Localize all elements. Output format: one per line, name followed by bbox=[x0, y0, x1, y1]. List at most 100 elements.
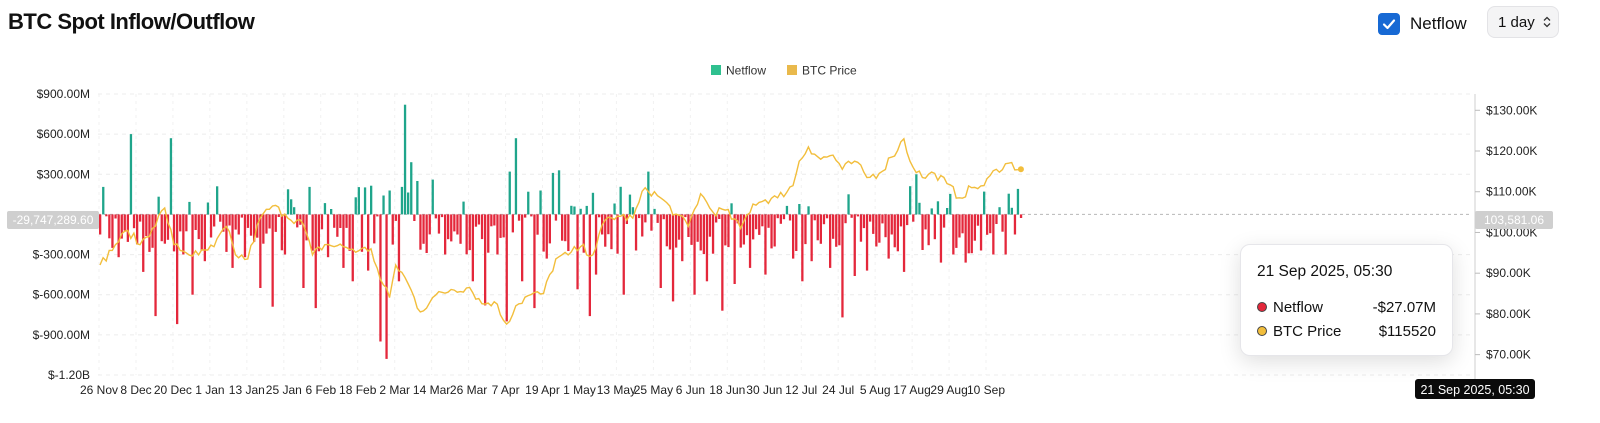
netflow-bar bbox=[154, 214, 157, 317]
netflow-bar bbox=[816, 214, 819, 241]
netflow-bar bbox=[838, 214, 841, 246]
netflow-bar bbox=[357, 187, 360, 215]
x-tick-label: 14 Mar bbox=[413, 383, 450, 397]
netflow-bar bbox=[801, 214, 804, 282]
netflow-bar bbox=[983, 191, 986, 215]
netflow-bar bbox=[400, 186, 404, 215]
netflow-bar bbox=[477, 214, 481, 225]
netflow-bar bbox=[311, 214, 314, 251]
netflow-bar bbox=[579, 208, 582, 215]
netflow-bar bbox=[453, 214, 456, 232]
tooltip-netflow-label: Netflow bbox=[1273, 298, 1324, 316]
netflow-bar bbox=[373, 214, 376, 244]
netflow-bar bbox=[755, 214, 758, 230]
x-tick-label: 1 May bbox=[563, 383, 596, 397]
netflow-bar bbox=[607, 214, 610, 235]
page-title: BTC Spot Inflow/Outflow bbox=[8, 9, 255, 34]
netflow-bar bbox=[425, 214, 428, 253]
netflow-bar bbox=[265, 214, 268, 234]
netflow-toggle[interactable]: Netflow bbox=[1378, 10, 1467, 38]
netflow-bar bbox=[277, 214, 280, 217]
netflow-bar bbox=[123, 214, 126, 231]
netflow-bar bbox=[530, 214, 533, 217]
netflow-bar bbox=[1010, 207, 1013, 215]
netflow-bar bbox=[564, 214, 567, 242]
netflow-bar bbox=[693, 214, 696, 295]
netflow-bar bbox=[548, 214, 551, 244]
netflow-bar bbox=[653, 208, 656, 215]
netflow-bar bbox=[613, 203, 616, 215]
x-tick-label: 29 Aug bbox=[930, 383, 967, 397]
netflow-bar bbox=[468, 214, 471, 251]
netflow-bar bbox=[148, 214, 151, 252]
chart-tooltip: 21 Sep 2025, 05:30 Netflow -$27.07M BTC … bbox=[1240, 244, 1453, 356]
netflow-bar bbox=[268, 214, 271, 229]
netflow-bar bbox=[638, 214, 641, 219]
netflow-bar bbox=[219, 214, 222, 222]
time-range-select[interactable]: 1 day bbox=[1487, 6, 1559, 38]
netflow-bar bbox=[567, 214, 570, 251]
netflow-bar bbox=[955, 214, 958, 248]
netflow-bar bbox=[949, 193, 952, 215]
netflow-bar bbox=[271, 214, 274, 307]
netflow-bar bbox=[339, 214, 342, 228]
netflow-bar bbox=[345, 214, 348, 228]
netflow-bar bbox=[1019, 214, 1023, 218]
netflow-bar bbox=[502, 214, 505, 238]
netflow-bar bbox=[323, 203, 327, 215]
netflow-bar bbox=[305, 214, 308, 241]
netflow-bar bbox=[416, 181, 419, 215]
netflow-bar bbox=[992, 214, 995, 255]
netflow-bar bbox=[662, 214, 665, 220]
legend-netflow-swatch bbox=[711, 65, 721, 75]
netflow-bar bbox=[490, 214, 493, 227]
netflow-bar bbox=[465, 214, 468, 255]
netflow-bar bbox=[382, 195, 385, 215]
netflow-bar bbox=[243, 214, 247, 258]
netflow-bar bbox=[893, 214, 896, 248]
netflow-bar bbox=[348, 214, 351, 251]
netflow-bar bbox=[761, 214, 764, 227]
netflow-bar bbox=[102, 186, 105, 215]
netflow-bar bbox=[764, 214, 767, 275]
netflow-bar bbox=[696, 214, 699, 242]
netflow-checkbox[interactable] bbox=[1378, 13, 1400, 35]
netflow-bar bbox=[410, 162, 413, 215]
netflow-bar bbox=[108, 214, 111, 239]
x-tick-label: 30 Jun bbox=[746, 383, 782, 397]
netflow-bar bbox=[428, 214, 431, 235]
netflow-bar bbox=[496, 214, 499, 255]
netflow-bar bbox=[197, 214, 200, 240]
btc-price-marker bbox=[1017, 166, 1024, 173]
netflow-bar bbox=[770, 214, 773, 249]
netflow-bar bbox=[570, 205, 573, 215]
netflow-chart: $900.00M $600.00M $300.00M $-300.00M $-600.0… bbox=[7, 64, 1553, 399]
netflow-bar bbox=[730, 203, 733, 215]
netflow-bar bbox=[336, 214, 339, 237]
netflow-bar bbox=[385, 214, 388, 359]
netflow-bar bbox=[576, 214, 579, 290]
netflow-bar bbox=[480, 214, 484, 240]
netflow-bar bbox=[302, 214, 305, 288]
netflow-bar bbox=[554, 214, 558, 221]
netflow-bar bbox=[792, 214, 795, 259]
netflow-bar bbox=[853, 214, 856, 276]
netflow-bar bbox=[939, 214, 943, 263]
netflow-bar bbox=[209, 214, 213, 238]
netflow-bar bbox=[850, 214, 853, 218]
netflow-bar bbox=[360, 214, 364, 252]
netflow-bar bbox=[699, 214, 702, 251]
x-tick-label: 8 Dec bbox=[120, 383, 151, 397]
netflow-bar bbox=[222, 214, 225, 232]
netflow-bar bbox=[909, 186, 912, 215]
netflow-bar bbox=[169, 138, 173, 215]
netflow-bar bbox=[185, 214, 188, 232]
netflow-bar bbox=[234, 214, 237, 230]
x-tick-label: 19 Apr bbox=[525, 383, 560, 397]
y-left-tick-label: $-600.00M bbox=[33, 288, 90, 302]
y-right-tick-label: $110.00K bbox=[1486, 185, 1537, 199]
netflow-bar bbox=[588, 214, 591, 317]
netflow-bar bbox=[918, 202, 921, 215]
netflow-bar bbox=[878, 214, 881, 243]
netflow-bar bbox=[1001, 214, 1004, 232]
